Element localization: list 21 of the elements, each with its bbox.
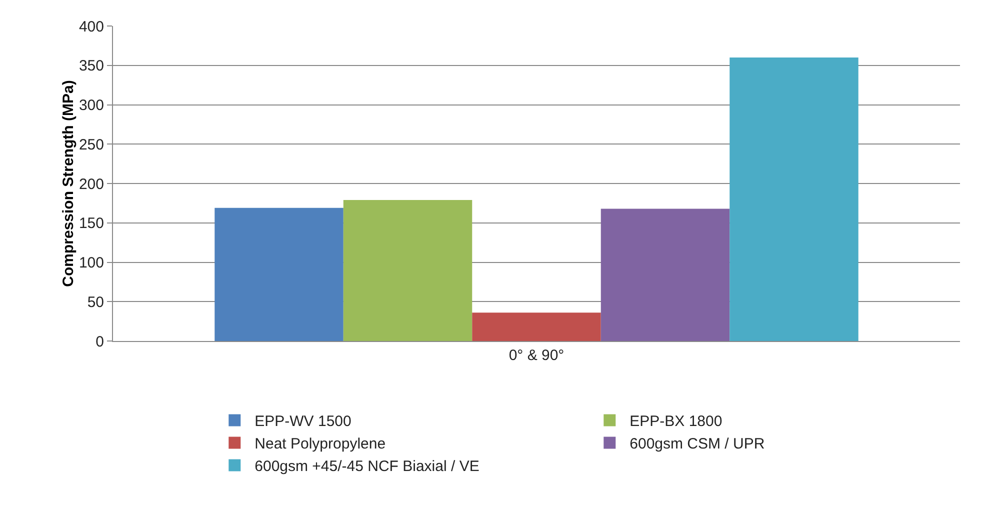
y-tick-label: 250 bbox=[78, 136, 104, 154]
y-tick-label: 300 bbox=[78, 97, 104, 114]
bar bbox=[343, 200, 472, 341]
y-tick-label: 50 bbox=[87, 294, 104, 311]
legend-label: 600gsm CSM / UPR bbox=[630, 436, 765, 453]
legend-label: 600gsm +45/-45 NCF Biaxial / VE bbox=[254, 458, 480, 476]
bar bbox=[600, 208, 730, 341]
y-tick-label: 100 bbox=[78, 254, 104, 272]
y-tick-label: 400 bbox=[78, 18, 104, 36]
bar bbox=[730, 58, 858, 341]
y-tick-label: 0 bbox=[96, 333, 104, 350]
legend-label: Neat Polypropylene bbox=[254, 436, 386, 453]
y-tick-label: 200 bbox=[78, 176, 104, 193]
bar bbox=[472, 312, 601, 341]
y-tick-label: 150 bbox=[78, 215, 104, 232]
legend-label: EPP-WV 1500 bbox=[254, 413, 352, 430]
bar bbox=[214, 208, 344, 341]
y-tick-label: 350 bbox=[78, 58, 104, 75]
legend-label: EPP-BX 1800 bbox=[630, 413, 722, 430]
y-axis-title: Compression Strength (MPa) bbox=[60, 80, 77, 287]
x-tick-label: 0° & 90° bbox=[508, 347, 564, 364]
